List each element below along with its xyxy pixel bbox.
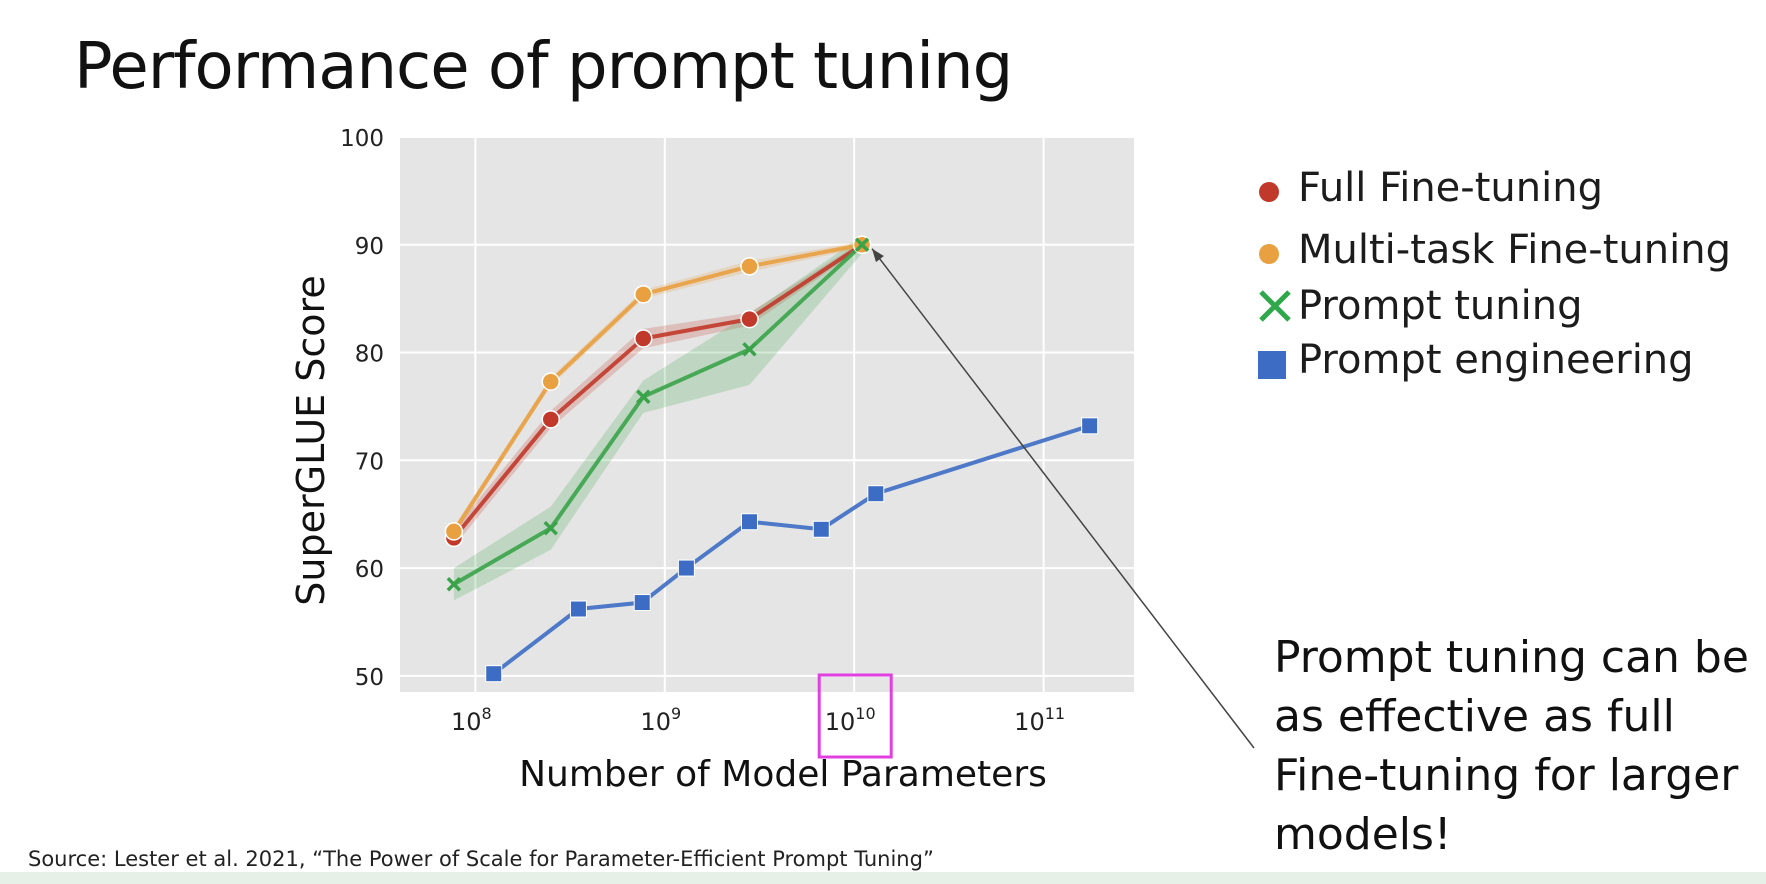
data-point <box>740 257 759 276</box>
x-tick-label: 108 <box>451 704 492 736</box>
legend-label: Prompt engineering <box>1298 337 1694 383</box>
legend-label: Full Fine-tuning <box>1298 165 1603 211</box>
data-point <box>541 410 561 429</box>
bottom-edge <box>0 872 1766 884</box>
y-tick-label: 100 <box>340 126 384 152</box>
data-point <box>633 594 651 612</box>
legend-item-full-fine-tuning: Full Fine-tuning <box>1258 165 1603 211</box>
data-point <box>636 389 651 404</box>
confidence-band <box>453 236 863 601</box>
x-marker-icon <box>1259 290 1291 322</box>
data-point <box>634 285 653 304</box>
data-point <box>812 520 830 538</box>
x-tick-label: 1010 <box>825 704 876 736</box>
series-markers <box>444 235 1099 683</box>
data-point <box>742 342 757 357</box>
plot-background <box>400 137 1134 692</box>
series-line <box>492 423 1091 676</box>
data-point <box>444 522 464 541</box>
confidence-band <box>453 241 863 547</box>
y-tick-label: 60 <box>355 557 384 583</box>
source-citation: Source: Lester et al. 2021, “The Power o… <box>28 847 934 871</box>
circle-marker-icon <box>1259 182 1279 202</box>
legend-label: Prompt tuning <box>1298 283 1583 329</box>
grid-lines <box>400 136 1134 692</box>
y-tick-label: 70 <box>355 449 384 475</box>
y-tick-label: 50 <box>355 665 384 691</box>
data-point <box>1081 417 1099 435</box>
data-point <box>541 372 561 391</box>
x-tick-label: 109 <box>640 704 681 736</box>
data-point <box>446 576 462 592</box>
circle-marker-icon <box>1259 244 1279 264</box>
callout-text: Prompt tuning can be as effective as ful… <box>1274 632 1749 860</box>
data-point <box>677 559 695 577</box>
legend-item-prompt-engineering: Prompt engineering <box>1258 337 1694 383</box>
data-point <box>867 485 885 503</box>
data-point <box>740 513 758 531</box>
data-point <box>543 520 558 536</box>
square-marker-icon <box>1258 351 1286 379</box>
data-point <box>485 665 503 683</box>
data-point <box>740 309 759 329</box>
data-point <box>569 600 587 618</box>
confidence-bands <box>453 236 863 601</box>
y-tick-label: 90 <box>355 234 384 260</box>
highlight-box <box>817 673 893 759</box>
legend-item-multi-task-fine-tuning: Multi-task Fine-tuning <box>1258 227 1731 273</box>
annotation-arrow <box>871 248 1255 749</box>
y-axis-label: SuperGLUE Score <box>289 275 333 605</box>
y-tick-label: 80 <box>355 342 384 368</box>
x-axis-label: Number of Model Parameters <box>519 754 1047 795</box>
annotation-arrow-head <box>872 248 884 263</box>
legend-item-prompt-tuning: Prompt tuning <box>1258 283 1583 329</box>
x-tick-label: 1011 <box>1014 704 1065 736</box>
data-point <box>634 329 653 348</box>
legend-label: Multi-task Fine-tuning <box>1298 227 1731 273</box>
data-point <box>854 237 870 253</box>
axis-ticks: 50 60 70 80 90 100 108 109 1010 1011 <box>340 126 1065 736</box>
slide-title: Performance of prompt tuning <box>74 30 1013 104</box>
